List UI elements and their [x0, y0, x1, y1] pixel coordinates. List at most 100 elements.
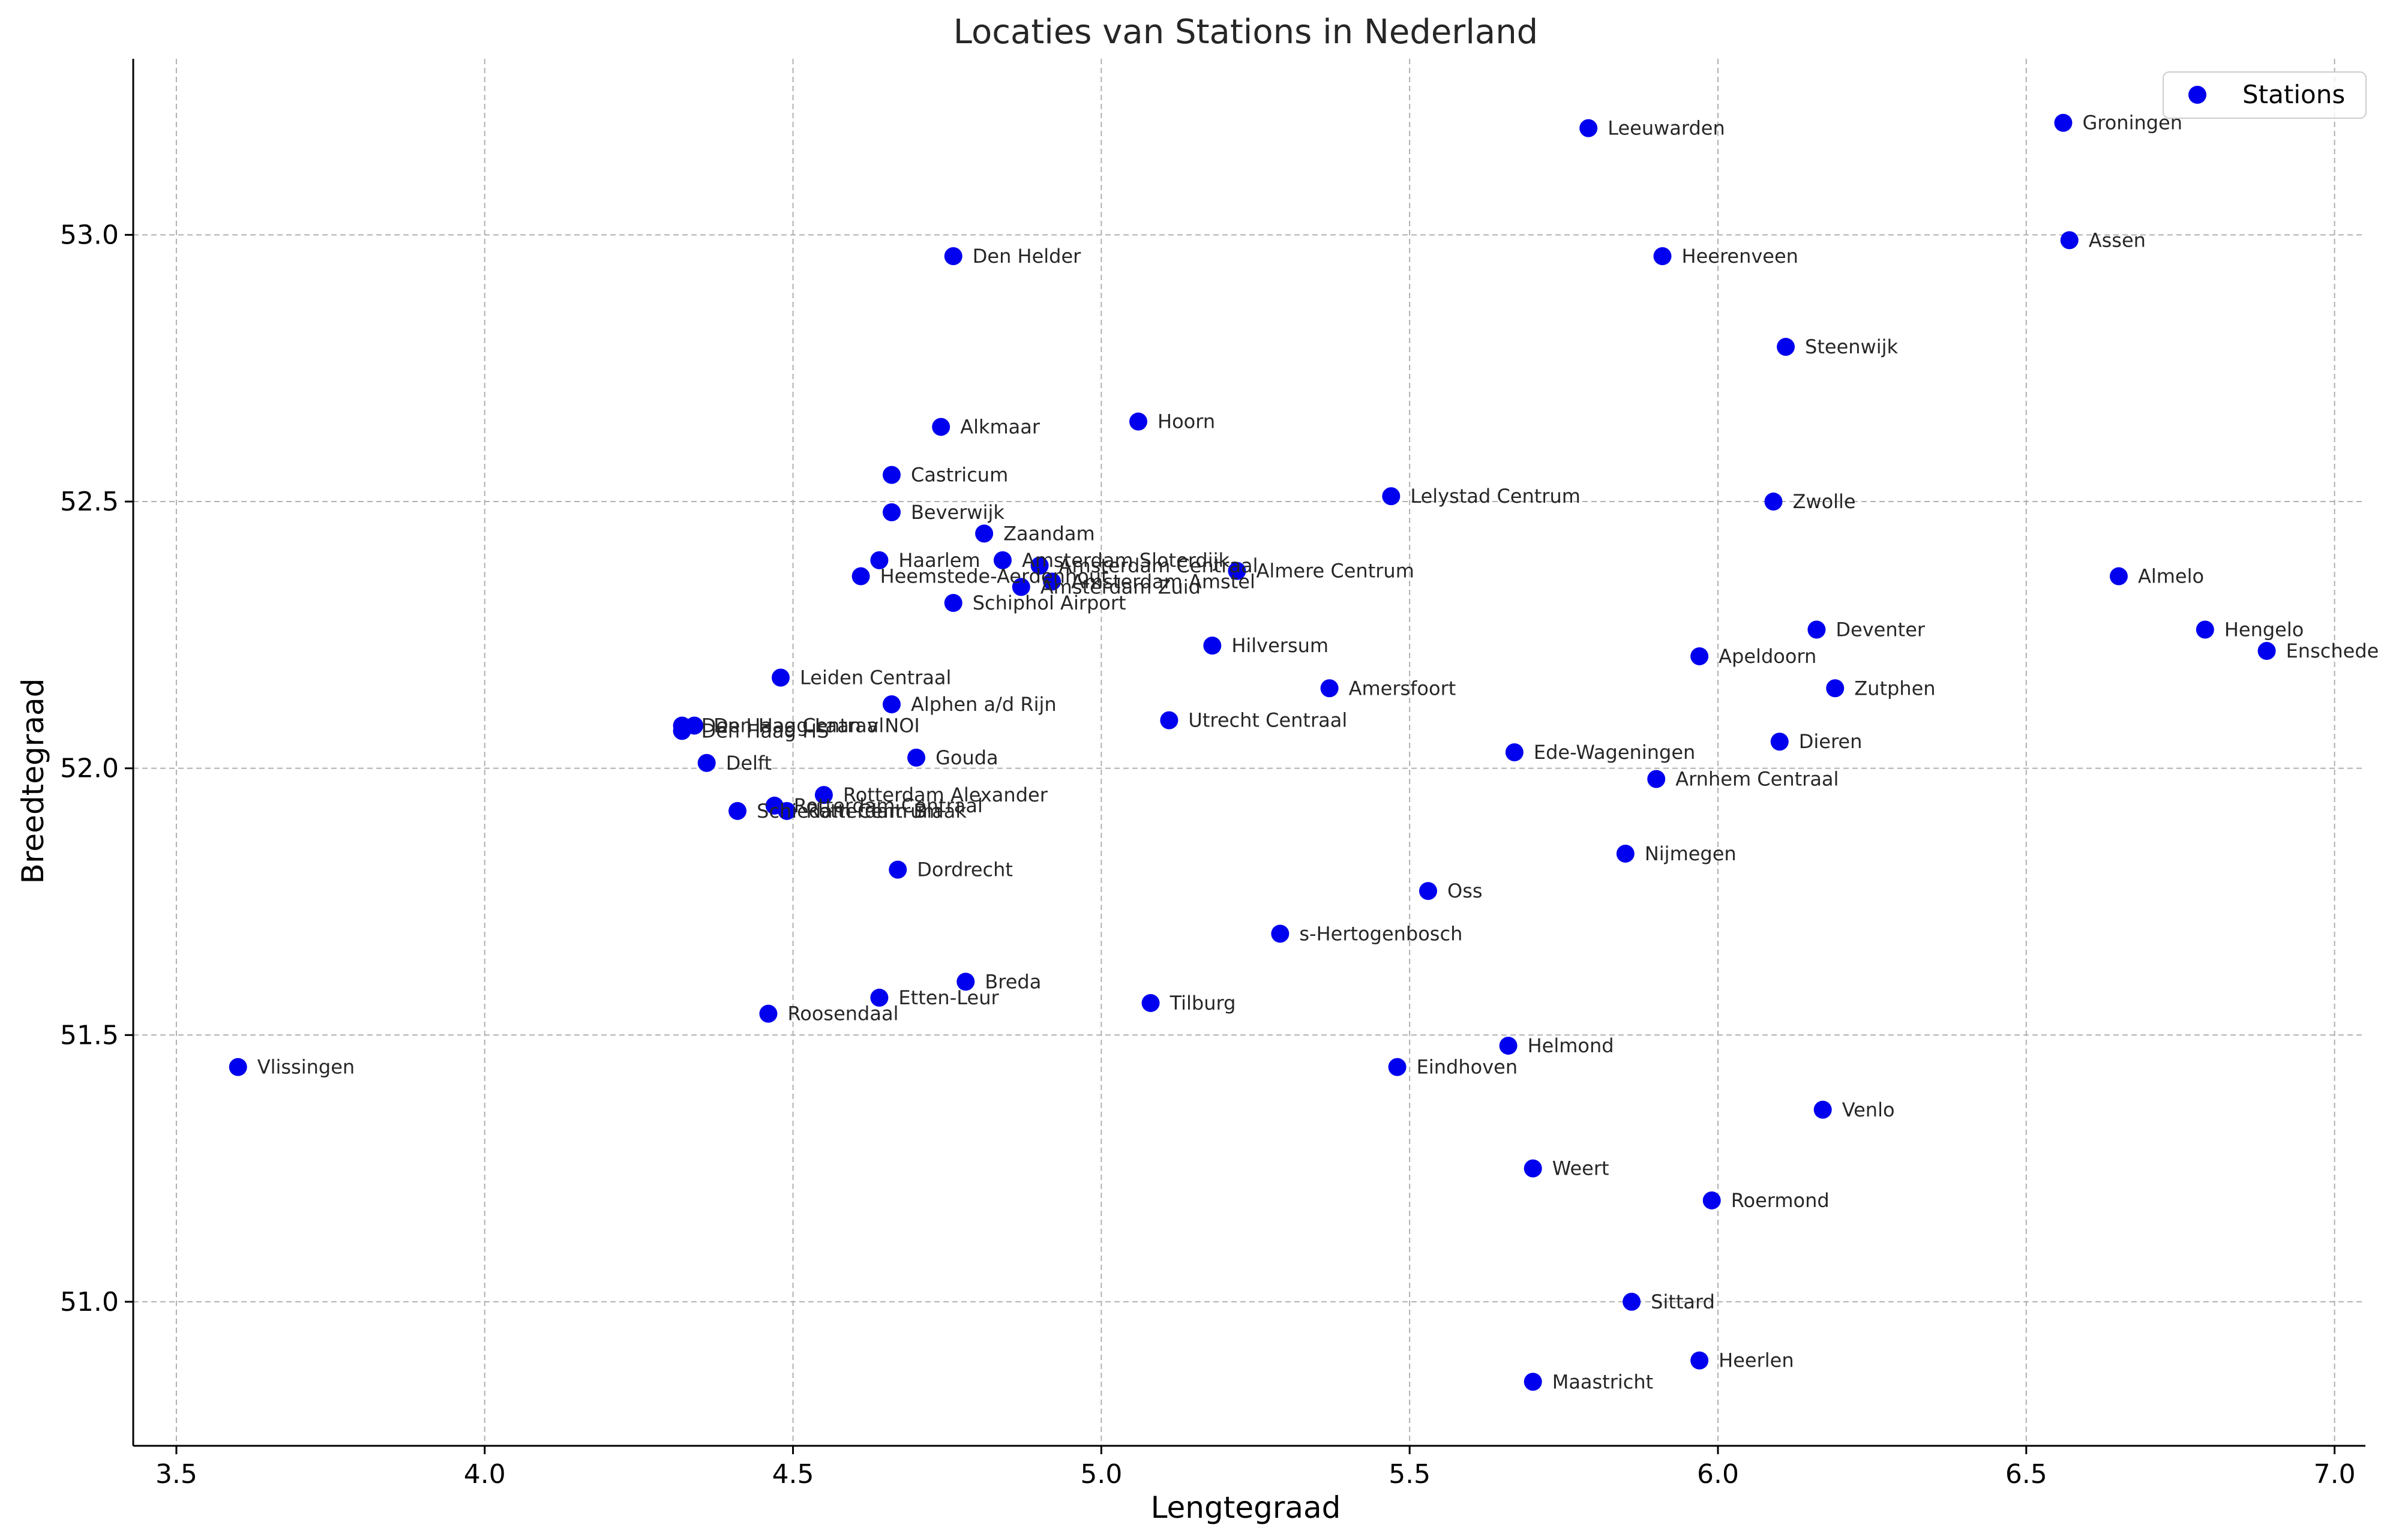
station-label: Assen: [2089, 229, 2146, 251]
station-point: [229, 1058, 247, 1076]
station-label: Heemstede-Aerdenhout: [880, 565, 1109, 588]
station-point: [1690, 1351, 1709, 1370]
station-label: s-Hertogenbosch: [1299, 922, 1462, 945]
station-point: [944, 594, 962, 613]
station-label: Dieren: [1799, 730, 1863, 753]
station-label: Roermond: [1731, 1189, 1830, 1212]
station-point: [1623, 1292, 1641, 1311]
y-tick-label: 52.5: [60, 487, 119, 517]
x-tick-label: 6.0: [1697, 1459, 1739, 1490]
station-label: Alkmaar: [960, 416, 1040, 439]
station-label: Leeuwarden: [1608, 117, 1725, 140]
station-point: [1647, 770, 1666, 788]
station-point: [907, 748, 926, 767]
station-label: Tilburg: [1169, 992, 1236, 1014]
station-point: [1382, 487, 1401, 506]
station-point: [1388, 1058, 1407, 1076]
station-label: Gouda: [935, 746, 998, 769]
station-point: [728, 801, 747, 820]
station-point: [1505, 743, 1524, 761]
station-label: Beverwijk: [911, 501, 1004, 524]
station-point: [1764, 493, 1783, 511]
x-axis-label: Lengtegraad: [1151, 1490, 1341, 1525]
station-point: [1579, 119, 1598, 137]
x-tick-label: 5.0: [1080, 1459, 1122, 1490]
station-label: Weert: [1552, 1157, 1609, 1180]
station-label: Amsterdam Centraal: [1059, 554, 1258, 577]
y-axis-label: Breedtegraad: [16, 679, 50, 884]
station-point: [673, 722, 691, 740]
station-label: Breda: [985, 970, 1041, 993]
station-label: Zwolle: [1792, 490, 1855, 513]
station-label: Arnhem Centraal: [1675, 767, 1839, 790]
legend: Stations: [2163, 71, 2367, 119]
station-point: [1524, 1159, 1542, 1178]
station-label: Sittard: [1651, 1290, 1715, 1313]
station-point: [2060, 231, 2079, 250]
station-point: [882, 503, 901, 521]
chart-title: Locaties van Stations in Nederland: [953, 13, 1538, 52]
station-point: [882, 695, 901, 713]
station-point: [1012, 578, 1030, 596]
y-tick-label: 51.0: [60, 1287, 119, 1317]
station-point: [870, 989, 889, 1007]
station-point: [1419, 882, 1438, 900]
station-label: Hengelo: [2224, 618, 2304, 641]
station-label: Castricum: [911, 464, 1008, 487]
station-point: [1777, 338, 1795, 356]
station-point: [993, 551, 1012, 569]
legend-label: Stations: [2242, 80, 2345, 109]
station-label: Maastricht: [1552, 1370, 1654, 1393]
station-point: [1813, 1100, 1832, 1119]
station-label: Enschede: [2286, 640, 2379, 662]
station-label: Amersfoort: [1349, 677, 1456, 700]
station-label: Hilversum: [1231, 634, 1329, 657]
grid: [133, 59, 2365, 1446]
station-point: [1826, 679, 1845, 698]
station-label: Roosendaal: [787, 1002, 898, 1025]
station-point: [870, 551, 889, 569]
station-label: Alphen a/d Rijn: [911, 693, 1057, 716]
station-label: Heerlen: [1719, 1349, 1794, 1372]
station-label: Rotterdam Blaak: [806, 800, 967, 822]
station-point: [1228, 562, 1246, 580]
station-point: [1271, 924, 1290, 943]
station-label: Amsterdam Amstel: [1071, 570, 1255, 593]
station-label: Ede-Wageningen: [1534, 741, 1695, 764]
station-label: Zutphen: [1854, 677, 1935, 700]
station-label: Vlissingen: [257, 1056, 355, 1079]
station-label: Nijmegen: [1645, 842, 1737, 865]
station-label: Amsterdam Zuid: [1040, 575, 1201, 598]
station-point: [1030, 556, 1049, 575]
station-label: Almere Centrum: [1256, 560, 1414, 583]
station-point: [1043, 572, 1061, 591]
station-point: [851, 567, 870, 586]
station-label: Haarlem: [898, 549, 980, 572]
station-point: [1499, 1037, 1518, 1055]
x-tick-label: 7.0: [2314, 1459, 2356, 1490]
station-label: Hoorn: [1157, 410, 1215, 433]
station-label: Den Helder: [973, 245, 1081, 268]
station-point: [1524, 1373, 1542, 1391]
station-label: Den Haag HS: [701, 719, 829, 742]
station-point: [759, 1004, 778, 1023]
station-point: [814, 786, 833, 804]
station-point: [778, 801, 796, 820]
y-tick-label: 52.0: [60, 754, 119, 784]
station-point: [889, 860, 907, 879]
x-tick-label: 4.0: [464, 1459, 506, 1490]
station-point: [1690, 647, 1709, 665]
station-point: [2196, 620, 2214, 639]
station-label: Apeldoorn: [1719, 645, 1816, 668]
station-point: [2257, 642, 2276, 661]
station-point: [1129, 412, 1148, 431]
station-point: [1203, 637, 1222, 655]
station-label: Den Haag Laan v NOI: [713, 715, 920, 737]
axes: 3.5 4.0 4.5 5.0 5.5 6.0 6.5 7.0 51.0 51.5 52.0 52.5…: [60, 59, 2365, 1490]
station-point: [1616, 844, 1635, 863]
station-point: [882, 466, 901, 484]
station-point: [932, 418, 950, 436]
station-label: Helmond: [1528, 1034, 1614, 1057]
station-point: [2054, 113, 2073, 132]
